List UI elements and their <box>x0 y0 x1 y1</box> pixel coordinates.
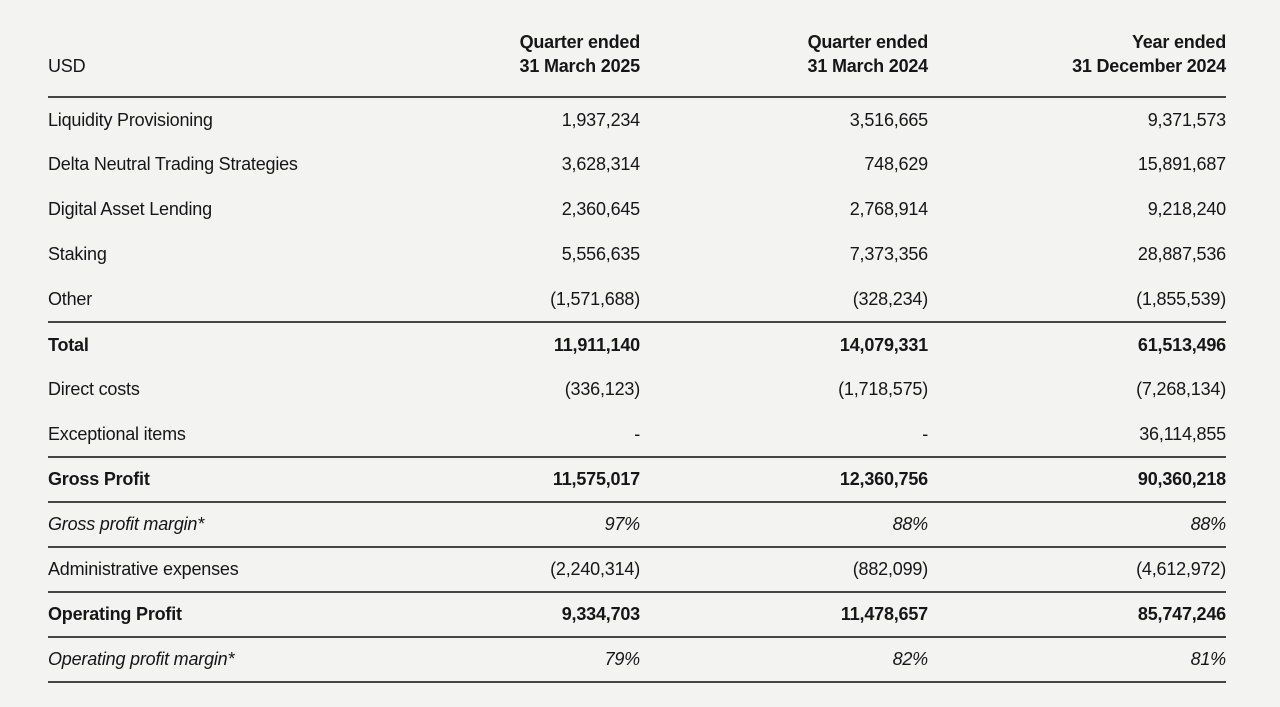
table-row: Digital Asset Lending 2,360,645 2,768,914 9… <box>48 187 1226 232</box>
column-header-line1: Quarter ended <box>807 32 929 52</box>
row-label: Digital Asset Lending <box>48 199 212 219</box>
row-value: 5,556,635 <box>561 244 640 264</box>
row-value: (1,571,688) <box>398 277 640 323</box>
row-value: 9,218,240 <box>1147 199 1226 219</box>
table-row: Gross profit margin* 97% 88% 88% <box>48 502 1226 548</box>
row-label: Other <box>48 277 398 323</box>
row-value: (336,123) <box>564 379 640 399</box>
row-value: 11,478,657 <box>640 592 928 638</box>
row-label: Delta Neutral Trading Strategies <box>48 154 298 174</box>
row-value: 3,628,314 <box>561 154 640 174</box>
currency-unit-label: USD <box>48 16 398 98</box>
table-row: Administrative expenses (2,240,314) (882,0… <box>48 547 1226 593</box>
column-header-quarter-2024: Quarter ended 31 March 2024 <box>640 16 929 98</box>
row-value: 2,768,914 <box>849 199 928 219</box>
row-label: Exceptional items <box>48 412 398 458</box>
row-value: (328,234) <box>640 277 928 323</box>
table-row: Exceptional items - -36,114,855 <box>48 412 1226 458</box>
row-value: 90,360,218 <box>928 457 1226 503</box>
row-value: 36,114,855 <box>928 412 1226 458</box>
row-value: 85,747,246 <box>928 592 1226 638</box>
column-header-line1: Year ended <box>1131 32 1226 52</box>
row-value: 28,887,536 <box>1137 244 1226 264</box>
column-header-quarter-2025: Quarter ended 31 March 2025 <box>398 16 641 98</box>
row-label: Operating Profit <box>48 592 398 638</box>
column-header-line2: 31 March 2025 <box>519 56 641 76</box>
row-value: 82% <box>640 637 928 683</box>
row-value: 81% <box>928 637 1226 683</box>
row-label: Liquidity Provisioning <box>48 109 213 130</box>
row-value: 3,516,665 <box>849 109 928 130</box>
row-value: (2,240,314) <box>398 547 640 593</box>
row-value: 14,079,331 <box>839 334 928 355</box>
table-row: Operating Profit 9,334,703 11,478,657 85,74… <box>48 592 1226 638</box>
column-header-line2: 31 December 2024 <box>1072 56 1226 76</box>
row-value: (1,718,575) <box>838 379 928 399</box>
row-value: 748,629 <box>864 154 928 174</box>
row-value: - <box>640 412 928 458</box>
row-value: 79% <box>398 637 640 683</box>
table-row: Operating profit margin* 79% 82% 81% <box>48 637 1226 683</box>
income-statement-table: USD Quarter ended 31 March 2025 Quarter … <box>48 16 1226 683</box>
row-label: Gross Profit <box>48 457 398 503</box>
column-header-line1: Quarter ended <box>519 32 641 52</box>
row-value: 11,575,017 <box>398 457 640 503</box>
row-value: 9,334,703 <box>398 592 640 638</box>
row-value: 7,373,356 <box>849 244 928 264</box>
row-value: (4,612,972) <box>928 547 1226 593</box>
row-label: Administrative expenses <box>48 547 398 593</box>
row-value: 12,360,756 <box>640 457 928 503</box>
table-row: Liquidity Provisioning 1,937,234 3,516,665… <box>48 97 1226 142</box>
row-value: 88% <box>640 502 928 548</box>
row-value: 2,360,645 <box>561 199 640 219</box>
row-value: - <box>398 412 640 458</box>
row-value: 15,891,687 <box>1137 154 1226 174</box>
table-row: Direct costs (336,123) (1,718,575) (7,268,1… <box>48 367 1226 412</box>
column-header-year-2024: Year ended 31 December 2024 <box>928 16 1226 98</box>
header-row: USD Quarter ended 31 March 2025 Quarter … <box>48 16 1226 98</box>
row-label: Operating profit margin* <box>48 637 398 683</box>
row-label: Staking <box>48 244 107 264</box>
row-value: 9,371,573 <box>1147 109 1226 130</box>
table-row: Other (1,571,688) (328,234) (1,855,539) <box>48 277 1226 323</box>
row-value: 88% <box>928 502 1226 548</box>
row-label: Direct costs <box>48 379 140 399</box>
row-value: (1,855,539) <box>928 277 1226 323</box>
table-body: Liquidity Provisioning 1,937,234 3,516,665… <box>48 97 1226 683</box>
row-value: 11,911,140 <box>553 334 640 355</box>
table-row: Total 11,911,140 14,079,331 61,513,496 <box>48 322 1226 367</box>
table-row: Delta Neutral Trading Strategies 3,628,31… <box>48 142 1226 187</box>
row-value: (7,268,134) <box>1136 379 1226 399</box>
row-value: 1,937,234 <box>561 109 640 130</box>
row-value: (882,099) <box>640 547 928 593</box>
table-row: Staking 5,556,635 7,373,356 28,887,536 <box>48 232 1226 277</box>
row-label: Gross profit margin* <box>48 502 398 548</box>
row-value: 97% <box>398 502 640 548</box>
row-value: 61,513,496 <box>1137 334 1226 355</box>
table-row: Gross Profit 11,575,017 12,360,756 90,360,2… <box>48 457 1226 503</box>
row-label: Total <box>48 334 89 355</box>
column-header-line2: 31 March 2024 <box>807 56 929 76</box>
